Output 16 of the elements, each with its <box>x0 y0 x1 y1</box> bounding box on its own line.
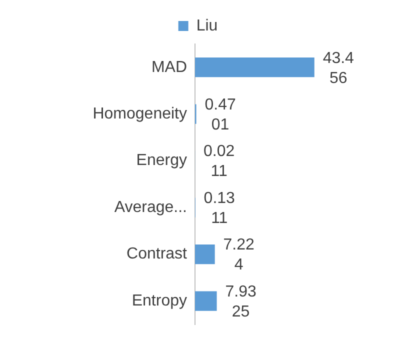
data-label: 0.13 11 <box>204 190 236 227</box>
data-label: 7.93 25 <box>225 283 256 320</box>
y-tick-label: Contrast <box>126 246 188 263</box>
bar <box>195 244 215 264</box>
data-label: 7.22 4 <box>223 236 255 274</box>
data-label: 43.4 56 <box>322 50 354 87</box>
y-tick-label: Homogeneity <box>92 106 187 123</box>
y-tick-label: Average... <box>114 198 187 216</box>
legend-label: Liu <box>196 17 218 34</box>
y-tick-label: Energy <box>136 152 187 170</box>
y-tick-label: MAD <box>151 58 187 76</box>
bar <box>195 58 314 78</box>
data-label: 0.47 01 <box>204 96 236 134</box>
bar <box>195 291 217 311</box>
y-tick-label: Entropy <box>132 292 187 310</box>
data-label: 0.02 11 <box>203 143 235 180</box>
